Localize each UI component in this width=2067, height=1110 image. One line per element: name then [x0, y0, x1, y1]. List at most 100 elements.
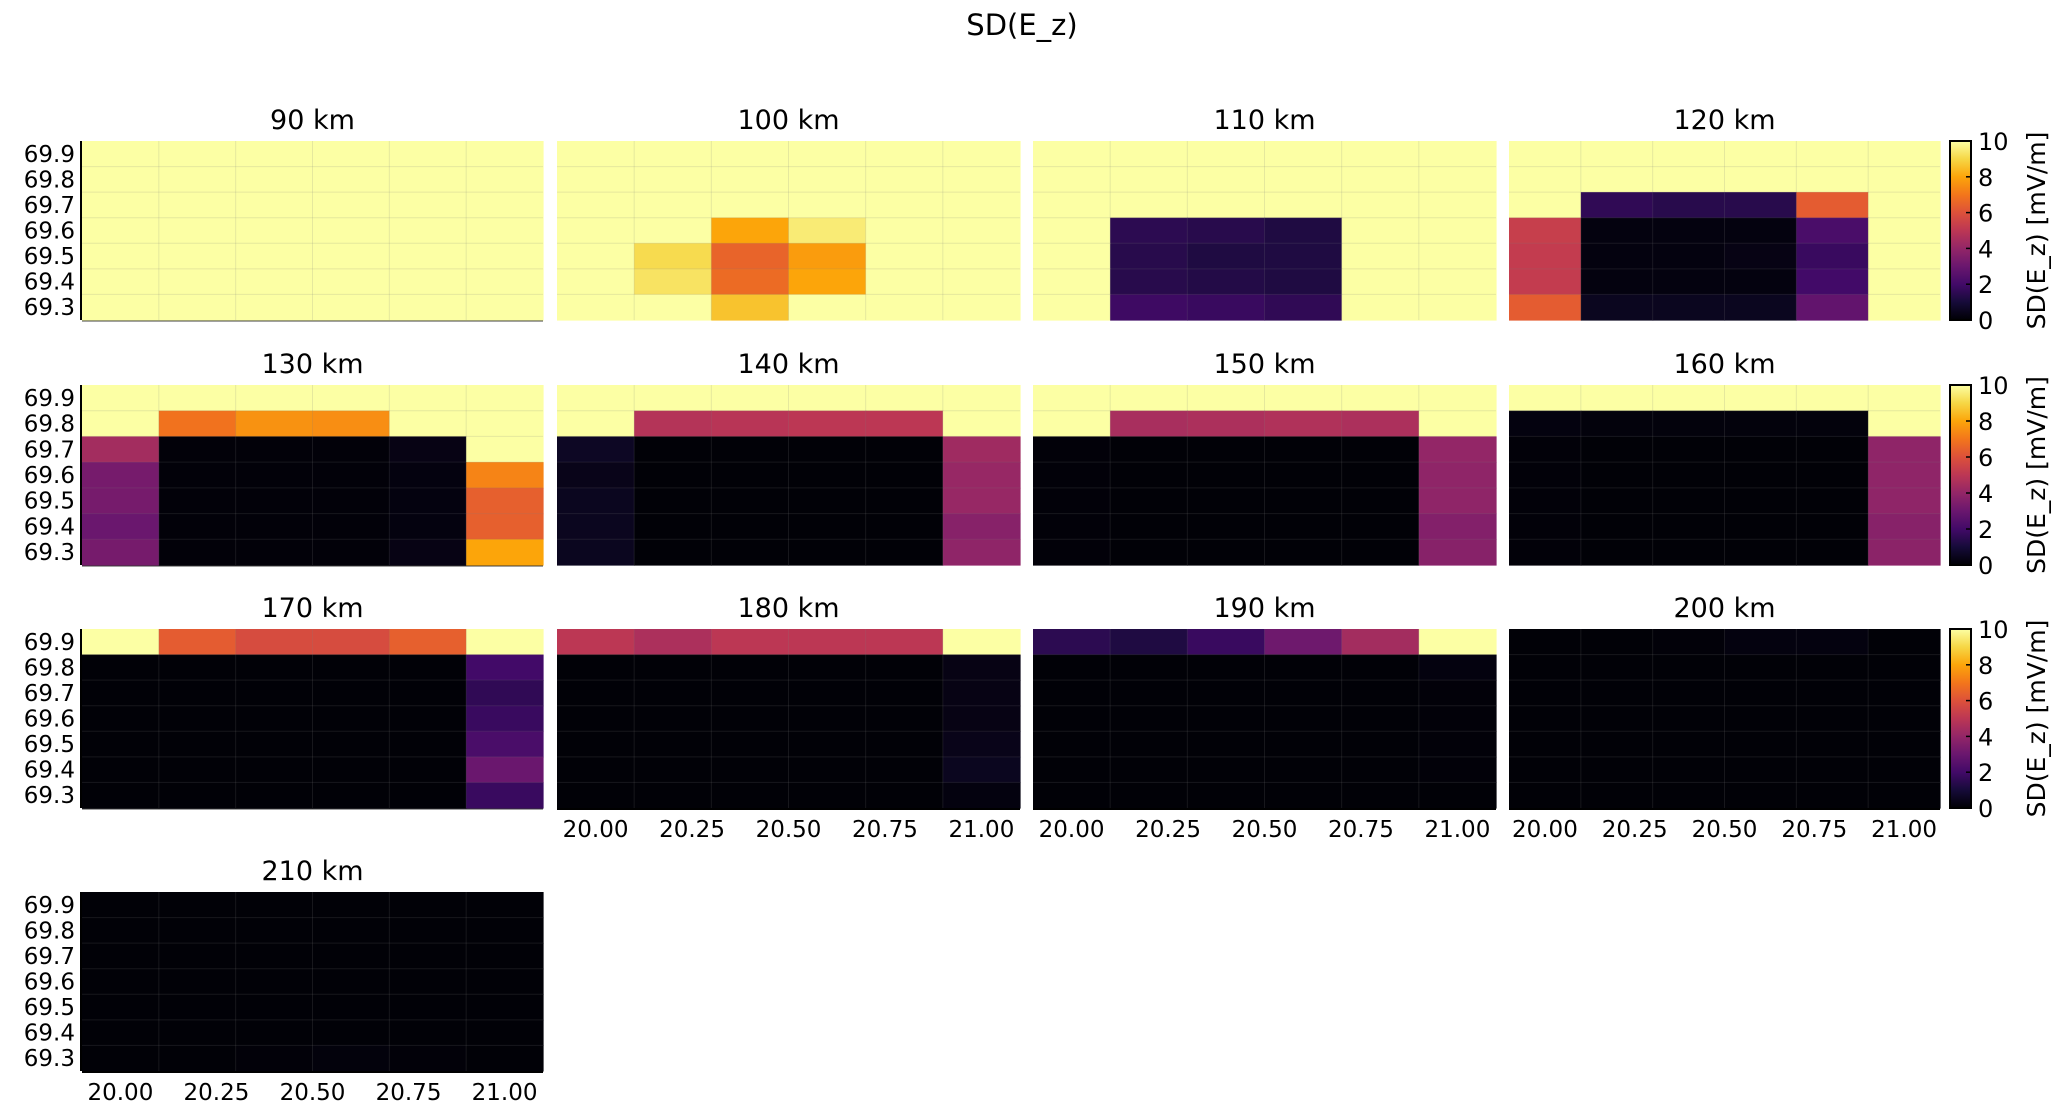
heatmap-cell	[1264, 462, 1343, 489]
heatmap-cell	[788, 513, 867, 540]
heatmap-cell	[711, 385, 790, 412]
colorbar: 0 2 4 6 8 10 SD(E_z) [mV/m]	[1949, 372, 2051, 580]
heatmap-cell	[1418, 462, 1497, 489]
heatmap-cell	[1033, 680, 1111, 707]
heatmap-cell	[1341, 756, 1420, 784]
heatmap-cell	[235, 294, 314, 321]
heatmap-cell	[557, 654, 635, 681]
heatmap-cell	[389, 243, 467, 270]
heatmap-cell	[1796, 217, 1869, 244]
heatmap-cell	[82, 680, 160, 707]
heatmap-cell	[389, 782, 467, 809]
panel-title: 120 km	[1673, 105, 1775, 136]
heatmap-cell	[788, 166, 867, 193]
panel-100-km: 100 km	[557, 105, 1021, 321]
heatmap-cell	[1652, 705, 1726, 732]
y-tick-label: 69.3	[24, 295, 75, 321]
heatmap-cell	[788, 410, 867, 438]
heatmap-cell	[466, 462, 544, 489]
heatmap-cell	[711, 705, 790, 732]
heatmap-cell	[312, 782, 390, 809]
heatmap-cell	[1110, 268, 1188, 296]
heatmap-cell	[942, 268, 1021, 296]
heatmap-cell	[389, 294, 467, 321]
heatmap-cell	[865, 436, 944, 463]
heatmap-cell	[1033, 705, 1111, 732]
heatmap-cell	[634, 268, 712, 296]
heatmap-cell	[1418, 629, 1497, 656]
y-tick-label: 69.6	[24, 970, 75, 996]
heatmap-cell	[1341, 141, 1420, 168]
y-tick-label: 69.7	[24, 193, 75, 219]
panel-190-km: 190 km 20.00 20.25 20.50 20.75 21.00	[1033, 593, 1497, 843]
heatmap-cell	[1187, 294, 1266, 321]
heatmap-cell	[82, 1019, 160, 1047]
colorbar: 0 2 4 6 8 10 SD(E_z) [mV/m]	[1949, 128, 2051, 335]
heatmap-cell	[1796, 680, 1869, 707]
heatmap-cell	[1264, 192, 1343, 219]
heatmap-cell	[235, 654, 314, 681]
heatmap-cell	[312, 268, 390, 296]
heatmap-cell	[1652, 782, 1726, 809]
heatmap-cell	[1033, 436, 1111, 463]
heatmap-cell	[634, 539, 712, 566]
heatmap-cell	[466, 756, 544, 784]
heatmap-cell	[942, 513, 1021, 540]
heatmap-cell	[1264, 487, 1343, 515]
heatmap-cell	[1110, 410, 1188, 438]
heatmap-cell	[1418, 487, 1497, 515]
heatmap-cell	[1418, 436, 1497, 463]
heatmap-cell	[865, 680, 944, 707]
heatmap-cell	[389, 943, 467, 970]
heatmap-cell	[1796, 539, 1869, 566]
heatmap-cell	[312, 994, 390, 1021]
heatmap-cell	[942, 217, 1021, 244]
heatmap-cell	[1868, 410, 1941, 438]
heatmap-cell	[466, 994, 544, 1021]
heatmap-cell	[312, 705, 390, 732]
heatmap-cell	[1580, 217, 1654, 244]
heatmap-cell	[1187, 513, 1266, 540]
heatmap-cell	[1264, 539, 1343, 566]
heatmap-cell	[1187, 462, 1266, 489]
colorbar-tick-label: 4	[1978, 235, 1993, 263]
heatmap-cell	[1868, 756, 1941, 784]
heatmap-cell	[1264, 513, 1343, 540]
y-tick-label: 69.4	[24, 270, 75, 296]
heatmap-cell	[235, 539, 314, 566]
heatmap-cell	[634, 513, 712, 540]
heatmap-cell	[466, 943, 544, 970]
heatmap-cell	[1187, 166, 1266, 193]
heatmap-cell	[466, 385, 544, 412]
heatmap-cell	[158, 731, 237, 758]
heatmap-cell	[158, 968, 237, 995]
y-tick-label: 69.5	[24, 489, 75, 515]
heatmap-cell	[312, 166, 390, 193]
colorbars: 0 2 4 6 8 10 SD(E_z) [mV/m] 0 2 4 6 8 10 SD(E_z) [mV/…	[1949, 128, 2051, 823]
heatmap-cell	[634, 654, 712, 681]
heatmap-cell	[235, 513, 314, 540]
heatmap-cell	[1509, 294, 1582, 321]
x-tick-label: 20.50	[756, 817, 822, 843]
heatmap-cell	[1187, 410, 1266, 438]
x-tick-label: 21.00	[1871, 817, 1937, 843]
heatmap-cell	[788, 462, 867, 489]
colorbar-tick-label: 10	[1978, 616, 2009, 644]
heatmap-cell	[788, 436, 867, 463]
heatmap-cell	[466, 436, 544, 463]
heatmap-cell	[1796, 192, 1869, 219]
heatmap-cell	[158, 917, 237, 944]
heatmap-cell	[466, 629, 544, 656]
heatmap-cell	[389, 166, 467, 193]
heatmap-cell	[82, 217, 160, 244]
heatmap-cell	[466, 968, 544, 995]
heatmap-cell	[312, 243, 390, 270]
heatmap-cell	[1580, 513, 1654, 540]
colorbar-tick-label: 2	[1978, 759, 1993, 787]
heatmap-cell	[1110, 487, 1188, 515]
heatmap-cell	[1264, 731, 1343, 758]
heatmap-cell	[711, 731, 790, 758]
heatmap-cell	[389, 892, 467, 919]
heatmap-cell	[1580, 410, 1654, 438]
